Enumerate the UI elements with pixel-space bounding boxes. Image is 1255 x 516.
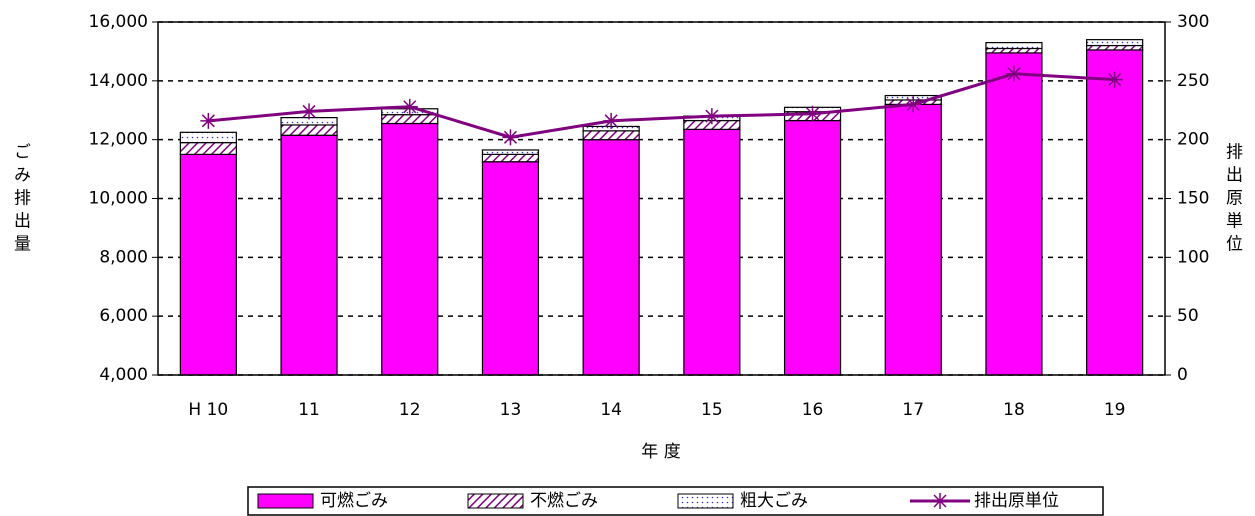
y-tick-label: 8,000 [99, 247, 148, 267]
line-marker [200, 112, 217, 129]
x-tick-label: 12 [399, 400, 421, 420]
legend-label: 粗大ごみ [740, 491, 808, 511]
y-tick-label: 4,000 [99, 365, 148, 385]
bar-segment [582, 130, 640, 141]
bar-segment [582, 139, 640, 376]
x-axis-title: 年 度 [641, 442, 680, 462]
marker-shape [905, 96, 922, 113]
bar-segment [1086, 49, 1144, 376]
bar-segment [1086, 44, 1144, 51]
x-tick-label: H 10 [188, 400, 228, 420]
y2-tick-label: 50 [1177, 306, 1199, 326]
x-tick-label: 18 [1003, 400, 1025, 420]
y2-axis-title: 排出原単位 [1222, 142, 1243, 257]
line-marker [301, 103, 318, 120]
line-marker [703, 108, 720, 125]
x-tick-label: 16 [802, 400, 824, 420]
line-marker [1005, 65, 1022, 82]
y2-tick-label: 150 [1177, 189, 1209, 209]
bar-segment [985, 52, 1043, 376]
bar-segment [481, 149, 540, 155]
legend-swatch [257, 493, 314, 509]
marker-shape [502, 129, 519, 146]
x-tick-label: 11 [298, 400, 320, 420]
bar-segment [481, 153, 540, 163]
marker-shape [603, 112, 620, 129]
y2-tick-label: 100 [1177, 247, 1209, 267]
legend-label: 不燃ごみ [530, 491, 598, 511]
legend-label: 可燃ごみ [320, 491, 388, 511]
bar-segment [683, 128, 741, 376]
line-marker [603, 112, 620, 129]
marker-shape [703, 108, 720, 125]
bar-segment [985, 47, 1043, 54]
x-tick-label: 15 [701, 400, 723, 420]
line-marker [502, 129, 519, 146]
bar-segment [179, 142, 237, 155]
legend-swatch [467, 493, 524, 509]
y2-tick-label: 300 [1177, 12, 1209, 32]
bar-segment [381, 122, 439, 376]
marker-shape [804, 105, 821, 122]
y-tick-label: 6,000 [99, 306, 148, 326]
y2-tick-label: 0 [1177, 365, 1188, 385]
legend-label: 排出原単位 [974, 491, 1059, 511]
line-marker [401, 98, 418, 115]
bar-segment [179, 131, 237, 144]
bar-segment [985, 41, 1043, 50]
x-tick-label: 13 [500, 400, 522, 420]
y2-tick-label: 250 [1177, 71, 1209, 91]
bar-segment [381, 114, 439, 125]
bar-segment [280, 134, 338, 376]
bar-segment [179, 153, 237, 376]
line [208, 72, 1115, 139]
bar-segment [1086, 39, 1144, 47]
bar-segment [884, 103, 942, 376]
line-marker [1106, 71, 1123, 88]
marker-shape [401, 98, 418, 115]
y-tick-label: 14,000 [89, 71, 148, 91]
marker-shape [1005, 65, 1022, 82]
y-tick-label: 16,000 [89, 12, 148, 32]
legend-swatch [677, 493, 734, 509]
marker-shape [932, 493, 948, 509]
bar-segment [280, 124, 338, 136]
y-tick-label: 12,000 [89, 130, 148, 150]
y-axis-title: ごみ排出量 [10, 142, 31, 257]
plot-frame [157, 21, 1166, 376]
x-tick-label: 19 [1104, 400, 1126, 420]
y2-tick-label: 200 [1177, 130, 1209, 150]
bar-segment [783, 119, 842, 376]
legend-marker [932, 493, 948, 509]
marker-shape [301, 103, 318, 120]
bar-segment [481, 161, 540, 376]
x-tick-label: 14 [600, 400, 622, 420]
line-marker [905, 96, 922, 113]
y-tick-label: 10,000 [89, 189, 148, 209]
marker-shape [1106, 71, 1123, 88]
x-tick-label: 17 [902, 400, 924, 420]
marker-shape [200, 112, 217, 129]
line-marker [804, 105, 821, 122]
